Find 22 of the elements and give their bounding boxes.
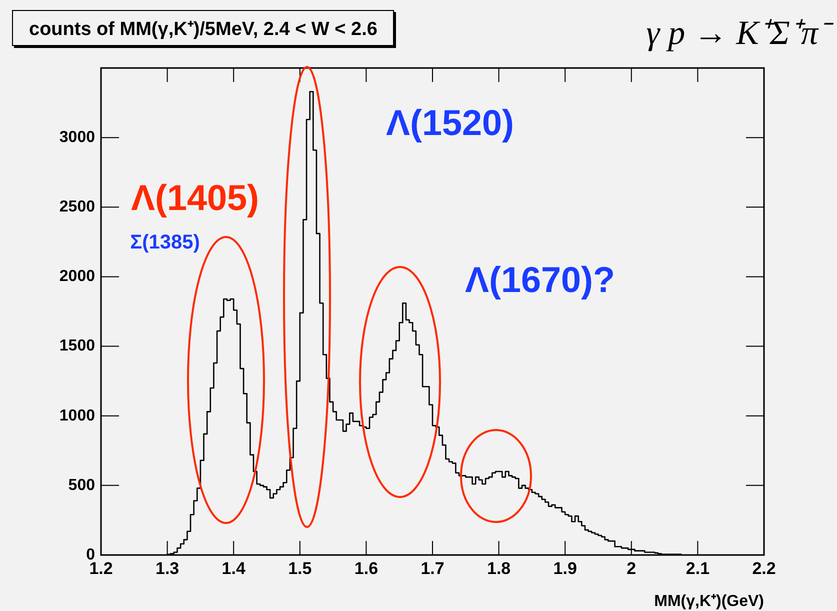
annotation: Λ(1520) [386, 102, 514, 143]
annotation: Λ(1405) [130, 176, 260, 218]
x-tick-label: 2 [626, 558, 636, 578]
x-tick-label: 1.5 [288, 558, 312, 578]
x-axis-title: MM(γ,K⁺)(GeV) [654, 592, 764, 610]
x-tick-label: 1.9 [553, 558, 577, 578]
annotation: Λ(1670)? [464, 258, 616, 300]
x-tick-label: 1.3 [155, 558, 180, 578]
y-tick-label: 2500 [59, 198, 96, 216]
x-tick-label: 1.8 [486, 558, 511, 578]
x-tick-label: 1.4 [222, 558, 246, 578]
y-tick-label: 3000 [59, 128, 96, 146]
y-tick-label: 1500 [59, 338, 96, 355]
chart-title: counts of MM(γ,K⁺)/5MeV, 2.4 < W < 2.6 [12, 10, 394, 46]
x-tick-label: 1.6 [354, 558, 378, 578]
y-tick-label: 1000 [59, 407, 96, 424]
annotation: Σ(1385) [130, 232, 200, 254]
y-tick-label: 2000 [59, 268, 96, 286]
x-tick-label: 1.7 [420, 558, 444, 578]
y-tick-label: 500 [68, 476, 96, 494]
x-tick-label: 2.2 [752, 558, 776, 578]
x-tick-label: 2.1 [686, 558, 710, 578]
